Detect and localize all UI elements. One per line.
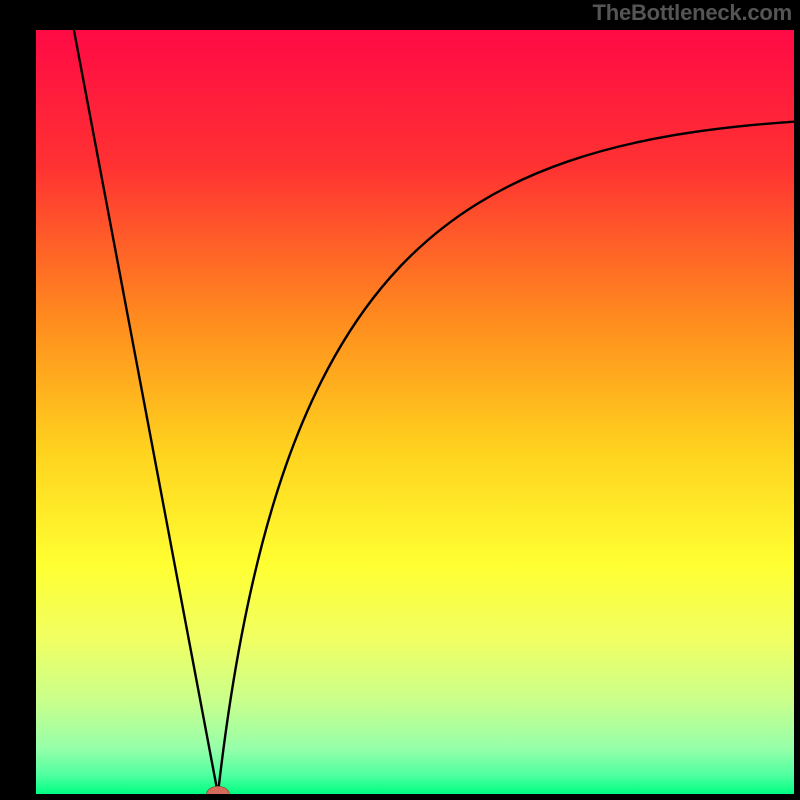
attribution-text: TheBottleneck.com <box>0 0 800 26</box>
stage: TheBottleneck.com <box>0 0 800 800</box>
bottleneck-chart <box>36 30 794 794</box>
plot-background <box>36 30 794 794</box>
